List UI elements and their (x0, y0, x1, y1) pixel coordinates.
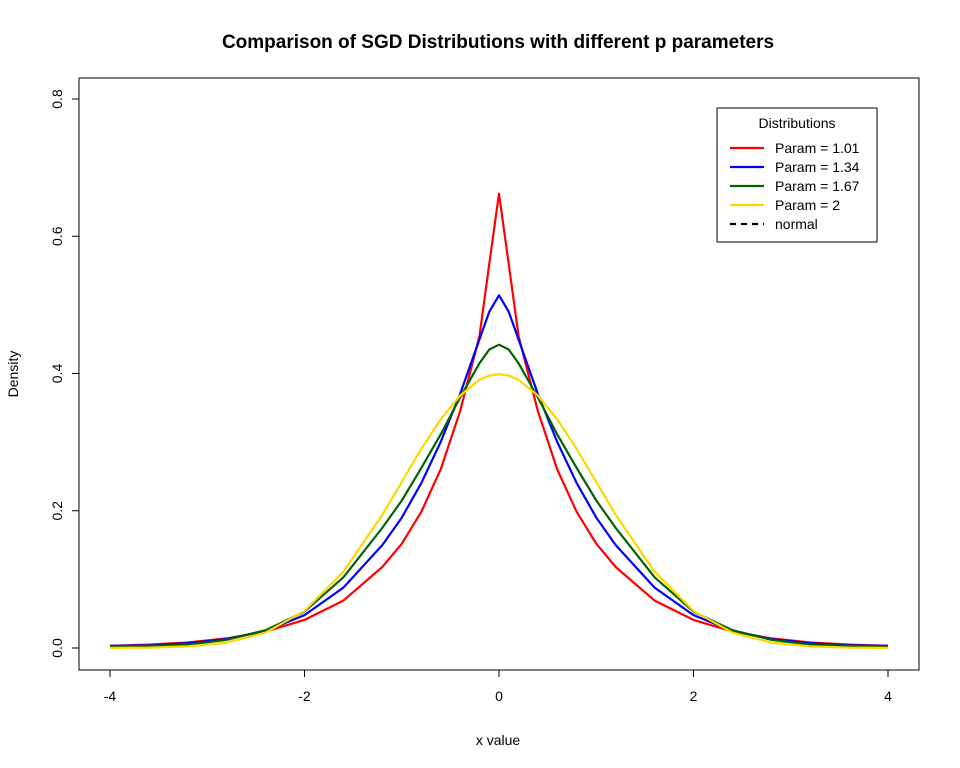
chart-title: Comparison of SGD Distributions with dif… (222, 32, 774, 53)
x-tick-label: 4 (884, 688, 892, 704)
series-line-param-2 (109, 373, 889, 649)
series-line-param-1-34 (109, 294, 889, 647)
y-tick-label: 0.4 (49, 364, 65, 384)
legend-entry-label: Param = 1.34 (775, 159, 860, 175)
legend-box (716, 107, 878, 243)
x-tick-label: 0 (495, 688, 503, 704)
x-tick-label: -2 (298, 688, 311, 704)
y-tick-label: 0.6 (49, 226, 65, 246)
x-tick-label: 2 (690, 688, 698, 704)
x-axis-label: x value (476, 732, 521, 748)
x-tick-label: -4 (104, 688, 117, 704)
y-tick-label: 0.2 (49, 501, 65, 521)
legend-entry-label: Param = 2 (775, 197, 840, 213)
axes: -4 -2 0 2 4 0.0 0.2 0.4 0.6 0.8 (49, 89, 892, 704)
y-tick-label: 0.8 (49, 89, 65, 109)
legend-entry-label: Param = 1.67 (775, 178, 860, 194)
legend-title: Distributions (758, 115, 835, 131)
series-line-param-1-01 (109, 192, 889, 647)
y-tick-label: 0.0 (49, 638, 65, 658)
series-layer (109, 192, 889, 649)
legend-entry-label: normal (775, 216, 818, 232)
legend-entries: Param = 1.01 Param = 1.34 Param = 1.67 Para… (730, 140, 860, 232)
legend-entry-label: Param = 1.01 (775, 140, 860, 156)
y-axis-label: Density (5, 351, 21, 398)
